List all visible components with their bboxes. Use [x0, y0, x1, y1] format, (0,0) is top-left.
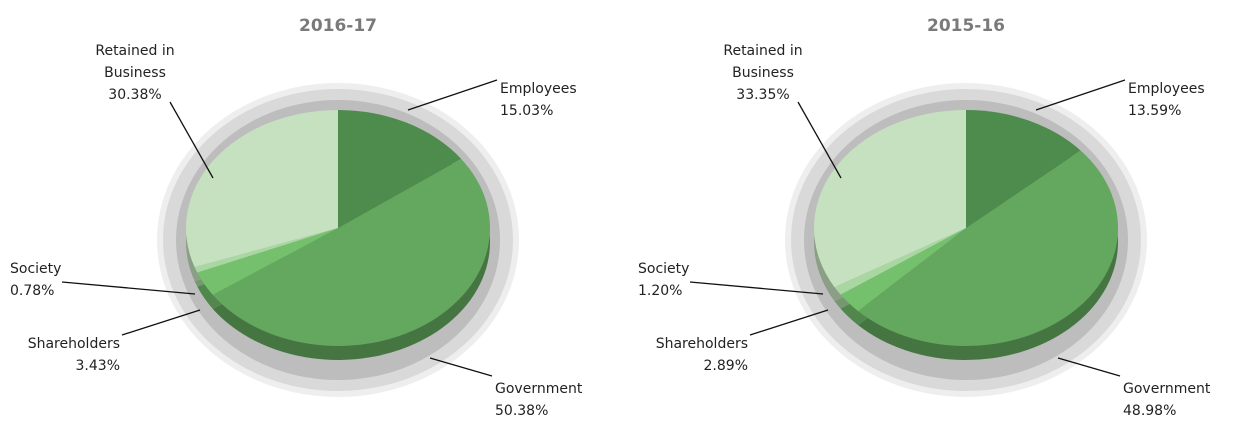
slice-label: Society 1.20%	[638, 258, 689, 302]
label-text: 13.59%	[1128, 103, 1182, 119]
chart-title: 2016-17	[298, 16, 378, 36]
slice-label: Employees 15.03%	[500, 78, 577, 122]
slice-label: Retained in Business 30.38%	[75, 40, 195, 106]
leader-line	[429, 357, 493, 377]
leader-line	[1057, 357, 1121, 377]
slice-label: Government 48.98%	[1123, 378, 1210, 421]
label-text: Employees	[500, 81, 577, 97]
label-text: Government	[1123, 381, 1211, 397]
pie-slice	[212, 158, 490, 346]
pie-slice	[858, 150, 1119, 347]
leader-line	[797, 101, 842, 179]
label-text: 1.20%	[638, 283, 683, 299]
leader-line	[689, 281, 824, 295]
label-text: Society	[10, 261, 62, 277]
pie-slice	[186, 110, 338, 268]
label-text: 0.78%	[10, 283, 55, 299]
pie-slice	[814, 110, 966, 288]
label-text: 3.43%	[75, 358, 120, 374]
slice-label: Retained in Business 33.35%	[703, 40, 823, 106]
label-text: 33.35%	[736, 87, 790, 103]
label-text: 50.38%	[495, 403, 549, 419]
label-text: 30.38%	[108, 87, 162, 103]
pie-slice	[966, 110, 1081, 228]
chart-title: 2015-16	[926, 16, 1006, 36]
slice-label: Shareholders 2.89%	[628, 333, 748, 377]
leader-line	[61, 281, 196, 295]
leader-line	[749, 309, 829, 336]
leader-line	[1035, 79, 1126, 111]
label-text: Society	[638, 261, 690, 277]
leader-line	[169, 101, 214, 179]
chart-title: 2015-16	[866, 16, 1066, 36]
chart-title: 2016-17	[238, 16, 438, 36]
pie-slice	[197, 228, 338, 295]
label-text: 48.98%	[1123, 403, 1177, 419]
label-text: Shareholders	[27, 336, 120, 352]
pie-slice	[338, 110, 462, 228]
label-text: 2.89%	[703, 358, 748, 374]
label-text: Retained in Business	[95, 43, 175, 81]
slice-label: Society 0.78%	[10, 258, 61, 302]
label-text: Shareholders	[655, 336, 748, 352]
label-text: Retained in Business	[723, 43, 803, 81]
label-text: 15.03%	[500, 103, 554, 119]
leader-line	[407, 79, 498, 111]
leader-line	[121, 309, 201, 336]
slice-label: Shareholders 3.43%	[0, 333, 120, 377]
pie-slice	[194, 228, 338, 273]
label-text: Employees	[1128, 81, 1205, 97]
slice-label: Employees 13.59%	[1128, 78, 1205, 122]
slice-label: Government 50.38%	[495, 378, 582, 421]
pie	[785, 83, 1147, 397]
pie-slice	[834, 228, 966, 295]
pie	[157, 83, 519, 397]
label-text: Government	[495, 381, 583, 397]
pie-slice	[840, 228, 966, 312]
